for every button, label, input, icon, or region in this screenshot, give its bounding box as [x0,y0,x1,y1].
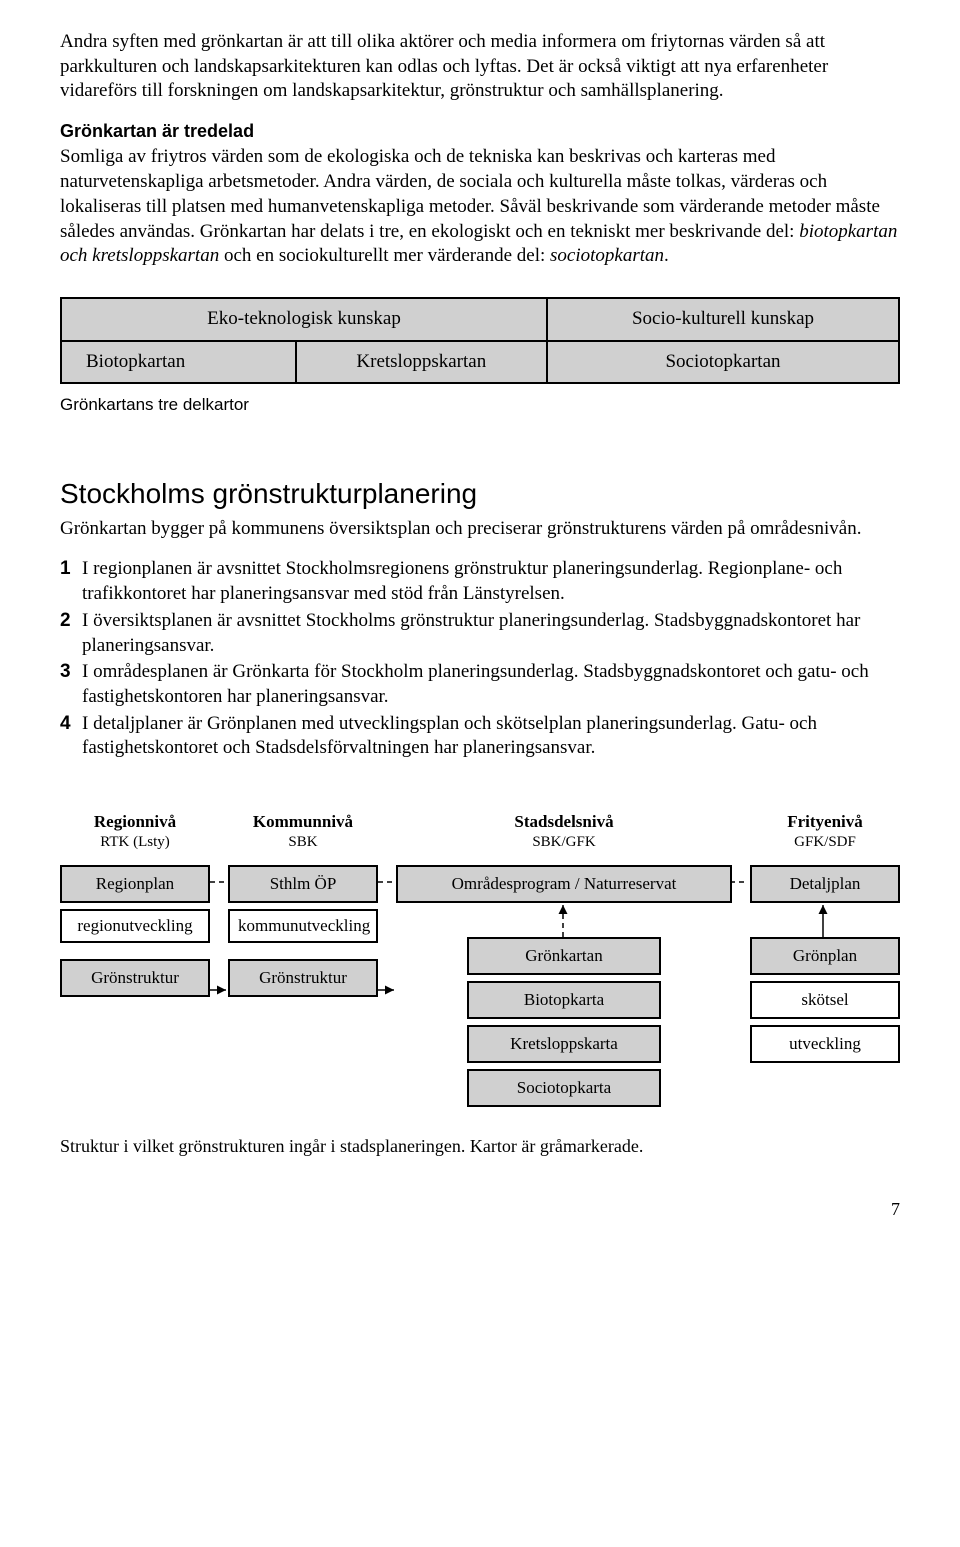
box-sociotopkarta: Sociotopkarta [467,1069,662,1107]
box-utveckling: utveckling [750,1025,900,1063]
list-text-1: I regionplanen är avsnittet Stockholmsre… [82,557,900,606]
box-kretsloppskarta: Kretsloppskarta [467,1025,662,1063]
cell-kretslopp: Kretsloppskartan [296,341,547,384]
level-kommun-sub: SBK [228,833,378,853]
box-gronstruktur-2: Grönstruktur [228,959,378,997]
box-gronstruktur-1: Grönstruktur [60,959,210,997]
col-stadsdel: Områdesprogram / Naturreservat Grönkarta… [396,865,732,1107]
level-stadsdel-title: Stadsdelsnivå [396,811,732,833]
list-text-2: I översiktsplanen är avsnittet Stockholm… [82,609,900,658]
level-kommun: Kommunnivå SBK [228,811,378,853]
subheading-tredelad: Grönkartan är tredelad [60,120,900,143]
section-heading-stockholm: Stockholms grönstrukturplanering [60,476,900,512]
planning-diagram: Regionnivå RTK (Lsty) Kommunnivå SBK Sta… [60,811,900,1107]
list-num-2: 2 [60,609,82,658]
paragraph-tredelad: Somliga av friytros värden som de ekolog… [60,145,900,268]
col-fritye: Detaljplan Grönplan skötsel utveckling [750,865,900,1107]
level-fritye-sub: GFK/SDF [750,833,900,853]
level-region-sub: RTK (Lsty) [60,833,210,853]
box-skotsel: skötsel [750,981,900,1019]
level-kommun-title: Kommunnivå [228,811,378,833]
level-region: Regionnivå RTK (Lsty) [60,811,210,853]
list-text-4: I detaljplaner är Grönplanen med utveckl… [82,712,900,761]
col-kommun: Sthlm ÖP kommunutveckling Grönstruktur [228,865,378,1107]
cell-socio: Socio-kulturell kunskap [547,298,899,341]
list-num-1: 1 [60,557,82,606]
level-stadsdel: Stadsdelsnivå SBK/GFK [396,811,732,853]
level-fritye: Frityenivå GFK/SDF [750,811,900,853]
box-sthlm-op: Sthlm ÖP [228,865,378,903]
section-intro: Grönkartan bygger på kommunens översikts… [60,517,900,542]
cell-eko: Eko-teknologisk kunskap [61,298,547,341]
box-biotopkarta: Biotopkarta [467,981,662,1019]
box-regionutveckling: regionutveckling [60,909,210,944]
para2-text-c: och en sociokulturellt mer värderande de… [219,245,550,266]
para2-italic-d: sociotopkartan [550,245,664,266]
col-region: Regionplan regionutveckling Grönstruktur [60,865,210,1107]
list-num-3: 3 [60,660,82,709]
box-gronplan: Grönplan [750,937,900,975]
box-gronkartan: Grönkartan [467,937,662,975]
box-omradesprogram: Områdesprogram / Naturreservat [396,865,732,903]
cell-sociotop: Sociotopkartan [547,341,899,384]
level-fritye-title: Frityenivå [750,811,900,833]
page-number: 7 [60,1198,900,1221]
list-text-3: I områdesplanen är Grönkarta för Stockho… [82,660,900,709]
box-kommunutveckling: kommunutveckling [228,909,378,944]
list-num-4: 4 [60,712,82,761]
diagram-caption: Struktur i vilket grönstrukturen ingår i… [60,1135,900,1158]
intro-paragraph: Andra syften med grönkartan är att till … [60,30,900,104]
three-maps-table: Eko-teknologisk kunskap Socio-kulturell … [60,297,900,384]
box-detaljplan: Detaljplan [750,865,900,903]
box-regionplan: Regionplan [60,865,210,903]
cell-biotop: Biotopkartan [61,341,296,384]
table1-caption: Grönkartans tre delkartor [60,394,900,416]
numbered-list: 1I regionplanen är avsnittet Stockholmsr… [60,557,900,761]
level-stadsdel-sub: SBK/GFK [396,833,732,853]
level-region-title: Regionnivå [60,811,210,833]
para2-text-e: . [664,245,669,266]
para2-text-a: Somliga av friytros värden som de ekolog… [60,146,880,241]
